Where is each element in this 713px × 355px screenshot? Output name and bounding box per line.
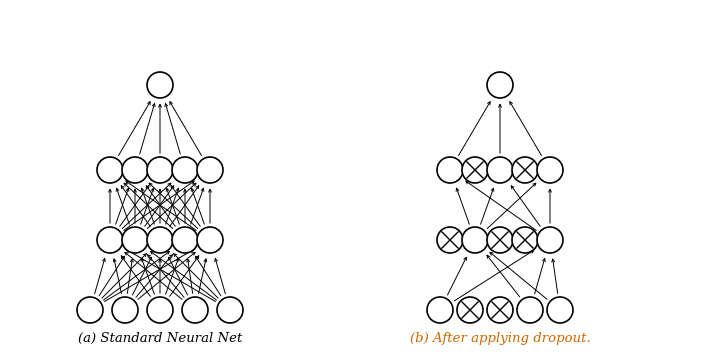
- Circle shape: [517, 297, 543, 323]
- Circle shape: [172, 157, 198, 183]
- Circle shape: [77, 297, 103, 323]
- Circle shape: [217, 297, 243, 323]
- Circle shape: [537, 157, 563, 183]
- Circle shape: [197, 157, 223, 183]
- Circle shape: [97, 227, 123, 253]
- Circle shape: [147, 297, 173, 323]
- Circle shape: [182, 297, 208, 323]
- Circle shape: [147, 72, 173, 98]
- Circle shape: [457, 297, 483, 323]
- Circle shape: [487, 297, 513, 323]
- Circle shape: [172, 227, 198, 253]
- Circle shape: [122, 157, 148, 183]
- Circle shape: [427, 297, 453, 323]
- Circle shape: [112, 297, 138, 323]
- Circle shape: [537, 227, 563, 253]
- Circle shape: [147, 157, 173, 183]
- Circle shape: [462, 227, 488, 253]
- Circle shape: [437, 157, 463, 183]
- Circle shape: [512, 227, 538, 253]
- Circle shape: [512, 157, 538, 183]
- Circle shape: [122, 227, 148, 253]
- Circle shape: [197, 227, 223, 253]
- Circle shape: [487, 157, 513, 183]
- Circle shape: [487, 227, 513, 253]
- Circle shape: [147, 227, 173, 253]
- Circle shape: [97, 157, 123, 183]
- Circle shape: [487, 72, 513, 98]
- Text: (b) After applying dropout.: (b) After applying dropout.: [410, 332, 590, 345]
- Circle shape: [462, 157, 488, 183]
- Circle shape: [547, 297, 573, 323]
- Circle shape: [437, 227, 463, 253]
- Text: (a) Standard Neural Net: (a) Standard Neural Net: [78, 332, 242, 345]
